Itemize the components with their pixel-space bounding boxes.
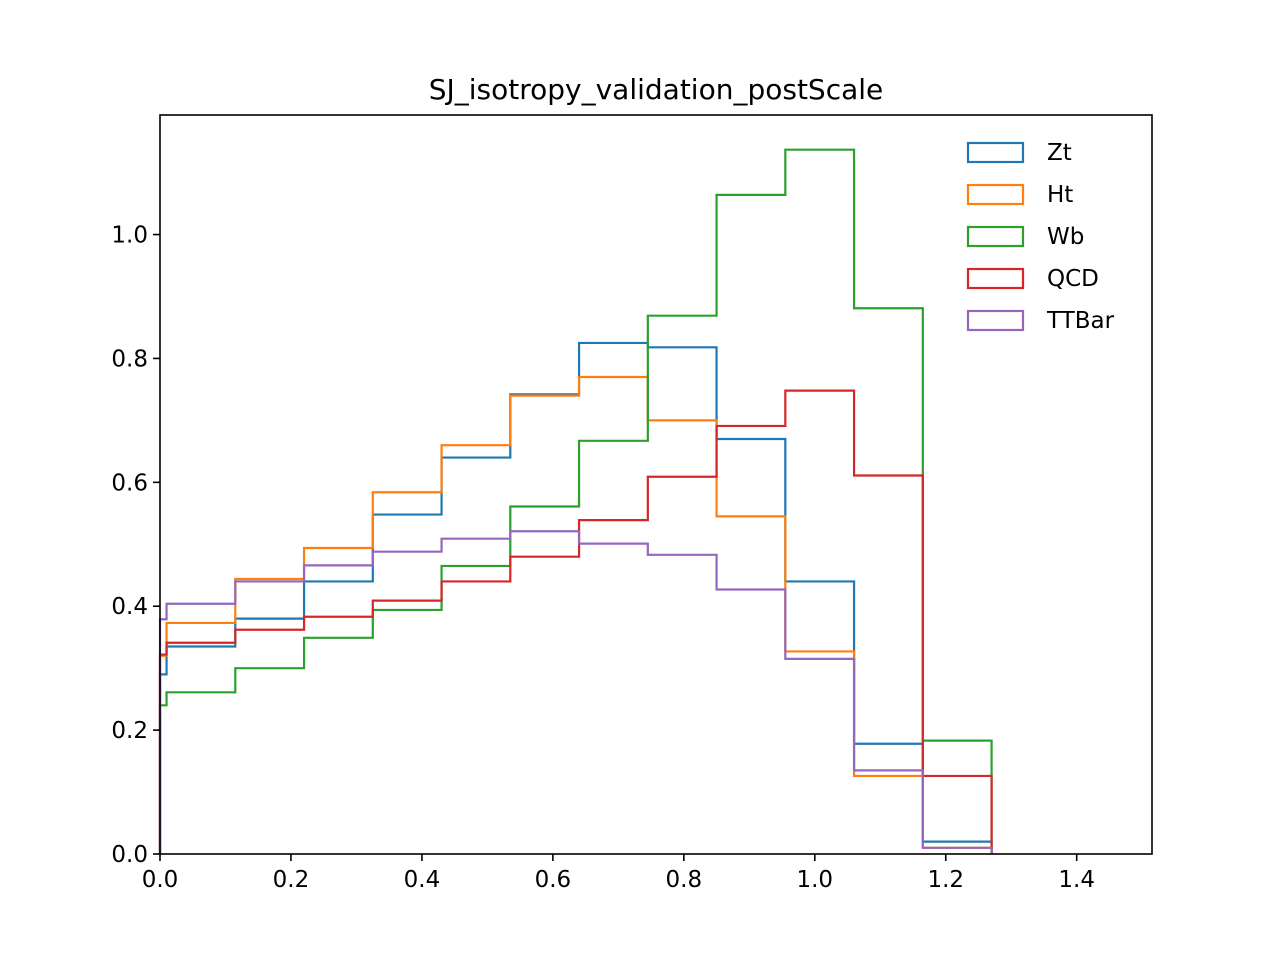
y-tick-label: 0.2: [111, 718, 148, 744]
x-tick-label: 1.2: [927, 867, 964, 893]
x-tick-label: 0.6: [535, 867, 572, 893]
legend-label-ht: Ht: [1047, 182, 1073, 208]
y-tick-label: 1.0: [111, 223, 148, 249]
y-tick-label: 0.4: [111, 594, 148, 620]
plot-frame: [159, 114, 1153, 855]
legend-swatch-ht: [966, 183, 1025, 206]
y-tick-label: 0.0: [111, 842, 148, 868]
x-tick-label: 0.2: [273, 867, 310, 893]
legend-swatch-ttbar: [966, 309, 1025, 332]
legend-swatch-zt: [966, 141, 1025, 164]
x-tick-label: 0.4: [404, 867, 441, 893]
y-axis: 0.0 0.2 0.4 0.6 0.8 1.0: [111, 223, 160, 868]
legend-swatch-wb: [966, 225, 1025, 248]
x-axis: 0.0 0.2 0.4 0.6 0.8 1.0 1.2 1.4: [142, 854, 1095, 893]
series-line-qcd: [158, 389, 993, 854]
series-line-wb: [158, 148, 993, 854]
legend-label-qcd: QCD: [1047, 266, 1099, 292]
x-tick-label: 0.0: [142, 867, 179, 893]
x-tick-label: 0.8: [666, 867, 703, 893]
x-tick-label: 1.4: [1058, 867, 1095, 893]
legend-label-zt: Zt: [1047, 140, 1072, 166]
legend-label-wb: Wb: [1047, 224, 1084, 250]
series-layer: [158, 148, 993, 854]
chart-title: SJ_isotropy_validation_postScale: [429, 73, 884, 106]
x-tick-label: 1.0: [796, 867, 833, 893]
legend-label-ttbar: TTBar: [1046, 308, 1115, 334]
legend: Zt Ht Wb QCD TTBar: [966, 140, 1115, 334]
y-tick-label: 0.8: [111, 346, 148, 372]
legend-swatch-qcd: [966, 267, 1025, 290]
y-tick-label: 0.6: [111, 470, 148, 496]
series-line-ttbar: [158, 530, 993, 854]
